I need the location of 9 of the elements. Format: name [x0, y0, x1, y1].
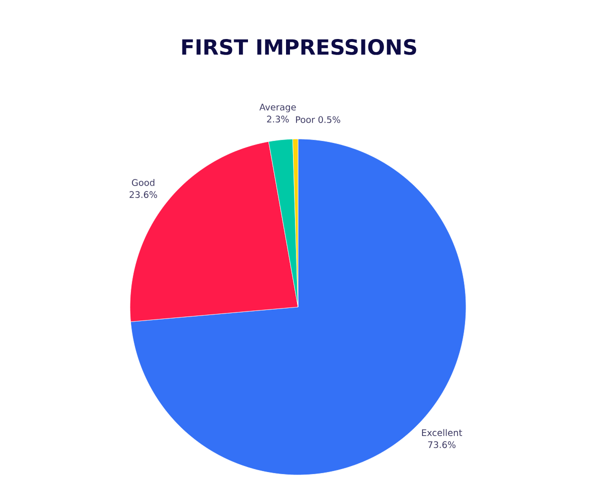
slice-label: Average	[259, 104, 296, 112]
slice-label: Good	[132, 179, 154, 186]
data-label: 2.3%	[267, 116, 289, 122]
slice-label: Poor	[296, 116, 315, 124]
chart-title: FIRST IMPRESSIONS	[182, 39, 416, 55]
data-label: 23.6%	[130, 191, 158, 198]
data-label: 0.5%	[318, 116, 340, 124]
slice-label: Excellent	[422, 429, 462, 436]
data-label: 73.6%	[428, 441, 456, 448]
